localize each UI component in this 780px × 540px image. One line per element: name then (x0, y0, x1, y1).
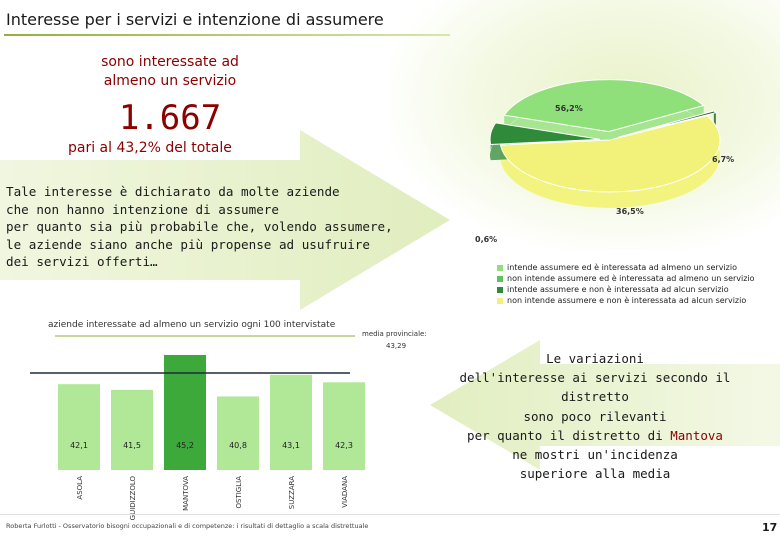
interest-paragraph: Tale interesse è dichiarato da molte azi… (6, 183, 416, 271)
pie-legend: intende assumere ed è interessata ad alm… (497, 262, 755, 306)
pie-label: 36,5% (616, 207, 644, 216)
paragraph-line: Tale interesse è dichiarato da molte azi… (6, 184, 340, 199)
variation-line: dell'interesse ai servizi secondo il dis… (459, 370, 731, 405)
legend-text: non intende assumere e non è interessata… (507, 296, 747, 305)
arrow-left-decoration (430, 340, 780, 470)
title-underline (4, 34, 450, 36)
legend-item: intende assumere ed è interessata ad alm… (497, 262, 755, 273)
bar-value-label: 45,2 (176, 441, 194, 450)
variation-line: per quanto il distretto di Mantova (430, 426, 760, 445)
legend-item: non intende assumere e non è interessata… (497, 295, 755, 306)
bar-category-label: GUIDIZZOLO (129, 476, 137, 521)
bar (111, 389, 153, 470)
bar-category-label: VIADANA (341, 476, 349, 508)
bar-value-label: 40,8 (229, 441, 247, 450)
slide-title: Interesse per i servizi e intenzione di … (6, 10, 384, 29)
variation-line: superiore alla media (519, 466, 671, 482)
legend-swatch (497, 275, 503, 282)
pie-chart (489, 79, 721, 209)
legend-item: intende assumere e non è interessata ad … (497, 284, 755, 295)
bar-value-label: 42,3 (335, 441, 353, 450)
bar-chart: aziende interessate ad almeno un servizi… (30, 320, 427, 521)
bar-value-label: 43,1 (282, 441, 300, 450)
legend-swatch (497, 286, 503, 293)
paragraph-line: dei servizi offerti… (6, 254, 158, 269)
variation-line: ne mostri un'incidenza (512, 447, 678, 463)
bar-category-label: MANTOVA (182, 476, 190, 511)
legend-item: non intende assumere ed è interessata ad… (497, 273, 755, 284)
variation-note: Le variazioni dell'interesse ai servizi … (430, 349, 760, 483)
legend-swatch (497, 264, 503, 271)
variation-line: sono poco rilevanti (523, 408, 667, 424)
headline-line: sono interessate ad (101, 54, 239, 70)
variation-line: Le variazioni (546, 351, 644, 366)
legend-text: intende assumere ed è interessata ad alm… (507, 263, 737, 272)
reference-line-label: media provinciale: (362, 330, 427, 338)
variation-text: per quanto il distretto di (467, 427, 671, 443)
bar (323, 382, 365, 470)
page-number: 17 (762, 521, 778, 534)
share-text: pari al 43,2% del totale (68, 140, 232, 156)
mantova-highlight: Mantova (670, 427, 723, 443)
bar-category-label: OSTIGLIA (235, 476, 243, 509)
pie-slice (618, 110, 717, 138)
bar (270, 374, 312, 470)
headline-line: almeno un servizio (103, 73, 237, 89)
bar-chart-title: aziende interessate ad almeno un servizi… (48, 320, 336, 330)
pie-label: 56,2% (555, 104, 583, 113)
bar (58, 384, 100, 470)
paragraph-line: che non hanno intenzione di assumere (6, 201, 279, 217)
pie-label: 0,6% (475, 235, 498, 244)
legend-text: intende assumere e non è interessata ad … (507, 285, 729, 294)
pie-slice (499, 115, 721, 193)
headline: sono interessate ad almeno un servizio (60, 53, 280, 91)
pie-slice (503, 79, 705, 133)
legend-text: non intende assumere ed è interessata ad… (507, 274, 755, 283)
legend-swatch (497, 297, 503, 304)
bar-category-label: ASOLA (76, 476, 84, 500)
bar (217, 396, 259, 470)
reference-line-value: 43,29 (386, 342, 406, 350)
paragraph-line: per quanto sia più probabile che, volend… (6, 219, 393, 234)
pie-slice (489, 122, 601, 145)
footer-rule (0, 514, 780, 515)
footer-text: Roberta Furlotti - Osservatorio bisogni … (6, 522, 369, 530)
bar-category-label: SUZZARA (288, 476, 296, 509)
big-number: 1.667 (118, 98, 222, 138)
bar (164, 354, 206, 470)
arrow-right-decoration (0, 130, 450, 310)
pie-label: 6,7% (712, 155, 735, 164)
bar-value-label: 41,5 (123, 441, 141, 450)
bar-value-label: 42,1 (70, 441, 88, 450)
paragraph-line: le aziende siano anche più propense ad u… (6, 236, 370, 252)
